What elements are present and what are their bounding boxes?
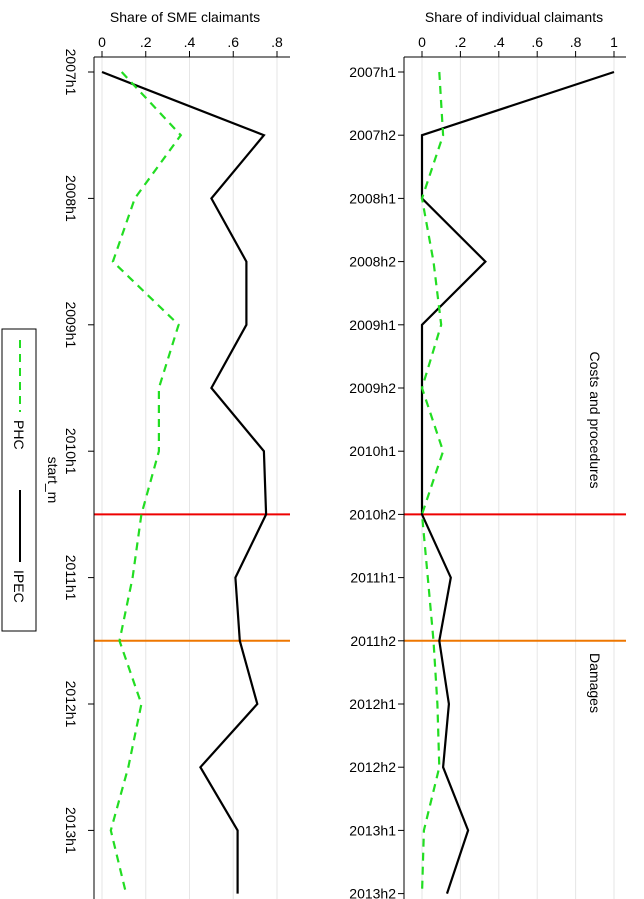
individual-y-tick-label: 2012h2 [349, 759, 396, 775]
sme-y-axis-title: start_m [45, 457, 61, 504]
individual-y-tick-label: 2009h2 [349, 380, 396, 396]
sme-x-tick-label: 0 [98, 34, 106, 50]
individual-series-ipec [420, 70, 615, 894]
sme-series [101, 70, 268, 894]
individual-y-tick-label: 2007h2 [349, 127, 396, 143]
individual-y-tick-label: 2013h2 [349, 886, 396, 899]
sme-y-tick-label: 2009h1 [63, 301, 79, 348]
individual-y-tick-label: 2010h1 [349, 443, 396, 459]
individual-y-tick-label: 2013h1 [349, 822, 396, 838]
individual-y-tick-label: 2011h2 [350, 633, 396, 649]
individual-x-tick-label: .4 [493, 34, 505, 50]
sme-y-tick-label: 2013h1 [63, 807, 79, 854]
sme-y-tick-label: 2007h1 [63, 49, 79, 96]
sme-series-ipec [101, 70, 268, 894]
individual-y-tick-label: 2012h1 [349, 696, 396, 712]
individual-panel: 0 .2 .4 .6 .8 1 2007h1 2007h2 2008h1 2008h2 2009h… [349, 9, 626, 899]
sme-reference-lines [94, 513, 290, 642]
sme-y-tick-label: 2008h1 [63, 175, 79, 222]
sme-y-tick-label: 2010h1 [63, 428, 79, 475]
sme-panel: 0 .2 .4 .6 .8 2007h1 2008h1 2009h1 2010h1 2011h1… [45, 9, 290, 899]
legend-box [1, 328, 37, 632]
individual-y-tick-label: 2010h2 [349, 506, 396, 522]
individual-reference-lines [404, 513, 626, 642]
sme-x-tick-label: .2 [140, 34, 152, 50]
annotation-costs-and-procedures: Costs and procedures [587, 352, 603, 489]
individual-gridlines [421, 57, 615, 899]
annotation-damages: Damages [587, 653, 603, 713]
individual-y-tick-label: 2008h1 [349, 190, 396, 206]
individual-y-tick-label: 2007h1 [349, 64, 396, 80]
individual-x-tick-label: .6 [531, 34, 543, 50]
individual-y-tick-label: 2011h1 [350, 570, 396, 586]
sme-y-ticks: 2007h1 2008h1 2009h1 2010h1 2011h1 2012h1 2013… [63, 49, 94, 854]
individual-x-axis-title: Share of individual claimants [425, 9, 603, 25]
sme-x-tick-label: .4 [184, 34, 196, 50]
sme-series-phc [109, 71, 183, 894]
individual-y-tick-label: 2008h2 [349, 254, 396, 270]
sme-x-tick-label: .8 [271, 34, 283, 50]
legend-label-phc: PHC [11, 420, 27, 450]
individual-series-phc [420, 71, 445, 894]
sme-y-tick-label: 2011h1 [63, 555, 79, 601]
individual-x-tick-label: .8 [570, 34, 582, 50]
sme-y-tick-label: 2012h1 [63, 681, 79, 728]
sme-gridlines [101, 57, 278, 899]
individual-y-tick-label: 2009h1 [349, 317, 396, 333]
individual-x-tick-label: 1 [610, 34, 618, 50]
sme-x-tick-label: .6 [227, 34, 239, 50]
individual-y-ticks: 2007h1 2007h2 2008h1 2008h2 2009h1 2009h2 2010… [349, 64, 404, 899]
individual-x-ticks: 0 .2 .4 .6 .8 1 [418, 34, 618, 57]
legend: PHC IPEC [1, 328, 37, 632]
sme-x-axis-title: Share of SME claimants [110, 9, 260, 25]
sme-x-ticks: 0 .2 .4 .6 .8 [98, 34, 283, 57]
individual-x-tick-label: 0 [418, 34, 426, 50]
individual-x-tick-label: .2 [455, 34, 467, 50]
individual-series [420, 70, 615, 894]
legend-label-ipec: IPEC [11, 570, 27, 603]
